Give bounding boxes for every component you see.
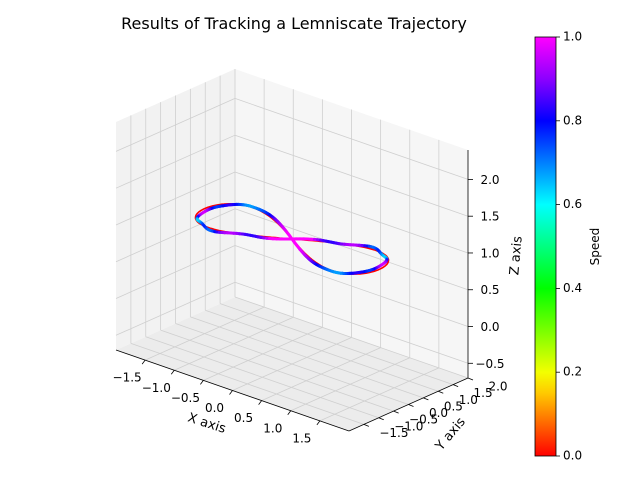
y-tick (438, 391, 443, 393)
x-tick (142, 360, 145, 364)
colorbar-tick-label: 0.2 (563, 365, 582, 379)
x-tick-label: −1.5 (113, 371, 142, 385)
colorbar: 0.0 0.2 0.4 0.6 0.8 1.0 (535, 30, 582, 463)
axes-panes (116, 69, 468, 431)
x-tick-label: −1.0 (142, 381, 171, 395)
x-tick (288, 411, 291, 415)
z-tick-label: 1.5 (480, 210, 499, 224)
chart-title: Results of Tracking a Lemniscate Traject… (121, 14, 467, 33)
x-tick (230, 391, 233, 395)
x-tick (259, 401, 262, 405)
colorbar-tick-label: 1.0 (563, 30, 582, 44)
x-tick-label: 0.5 (234, 411, 253, 425)
colorbar-label: Speed (588, 228, 602, 266)
colorbar-tick-label: 0.0 (563, 449, 582, 463)
x-tick-label: 0.0 (205, 401, 224, 415)
y-tick (468, 378, 473, 380)
x-tick-label: −0.5 (171, 391, 200, 405)
y-tick (379, 418, 384, 420)
z-tick-label: 0.0 (480, 320, 499, 334)
x-tick (171, 370, 174, 374)
y-tick (394, 411, 399, 413)
y-tick (364, 424, 369, 426)
x-tick-label: 1.5 (292, 431, 311, 445)
z-tick-label: 0.5 (480, 283, 499, 297)
z-tick-label: 2.0 (480, 173, 499, 187)
colorbar-tick-label: 0.6 (563, 197, 582, 211)
colorbar-tick-label: 0.8 (563, 113, 582, 127)
z-tick-label: −0.5 (475, 357, 504, 371)
colorbar-fill (535, 37, 556, 456)
y-tick-label: 2.0 (488, 380, 507, 394)
y-tick (409, 405, 414, 407)
y-tick (423, 398, 428, 400)
x-tick (200, 380, 203, 384)
z-axis-label: Z axis (507, 235, 525, 275)
colorbar-tick-label: 0.4 (563, 281, 582, 295)
z-tick-label: 1.0 (480, 247, 499, 261)
x-tick-label: 1.0 (263, 421, 282, 435)
y-tick (453, 385, 458, 387)
x-tick (317, 421, 320, 425)
